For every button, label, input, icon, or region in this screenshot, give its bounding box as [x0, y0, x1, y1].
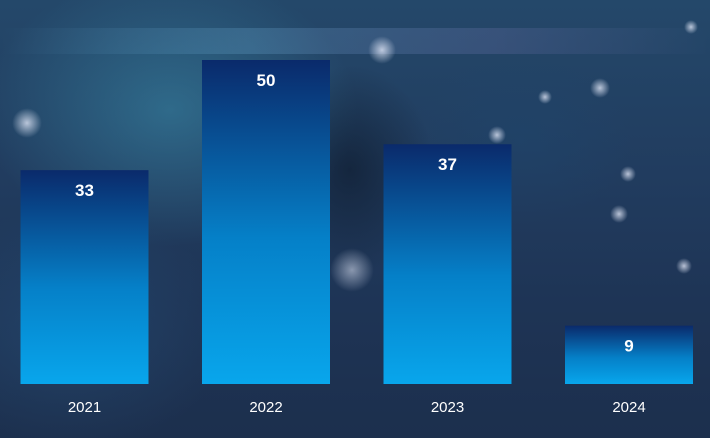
bokeh-orb: [538, 90, 552, 104]
x-tick-label-2024: 2024: [612, 399, 645, 416]
bokeh-orb: [676, 258, 692, 274]
bokeh-orb: [620, 166, 636, 182]
bokeh-orb: [488, 126, 506, 144]
bokeh-orb: [610, 205, 628, 223]
bar-2023: [383, 144, 512, 384]
light-glare: [0, 28, 710, 54]
x-tick-label-2022: 2022: [249, 399, 282, 416]
bar-value-label-2021: 33: [75, 181, 94, 200]
bokeh-orb: [330, 248, 374, 292]
bokeh-orb: [368, 36, 396, 64]
bokeh-orb: [12, 108, 42, 138]
bokeh-orb: [590, 78, 610, 98]
x-tick-label-2023: 2023: [431, 399, 464, 416]
bokeh-orb: [684, 20, 698, 34]
bar-value-label-2023: 37: [438, 155, 457, 174]
bar-2021: [20, 170, 149, 384]
bar-value-label-2024: 9: [624, 337, 633, 356]
x-tick-label-2021: 2021: [68, 399, 101, 416]
bar-value-label-2022: 50: [257, 71, 276, 90]
bar-2022: [202, 60, 330, 384]
bar-2024: [565, 325, 693, 384]
